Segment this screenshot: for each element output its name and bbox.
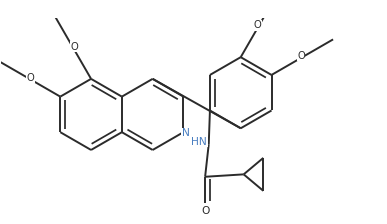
Text: O: O [253,20,261,30]
Text: O: O [71,42,79,52]
Text: O: O [27,73,34,83]
Text: HN: HN [191,137,207,147]
Text: N: N [182,128,190,138]
Text: O: O [201,205,209,215]
Text: O: O [297,51,305,61]
